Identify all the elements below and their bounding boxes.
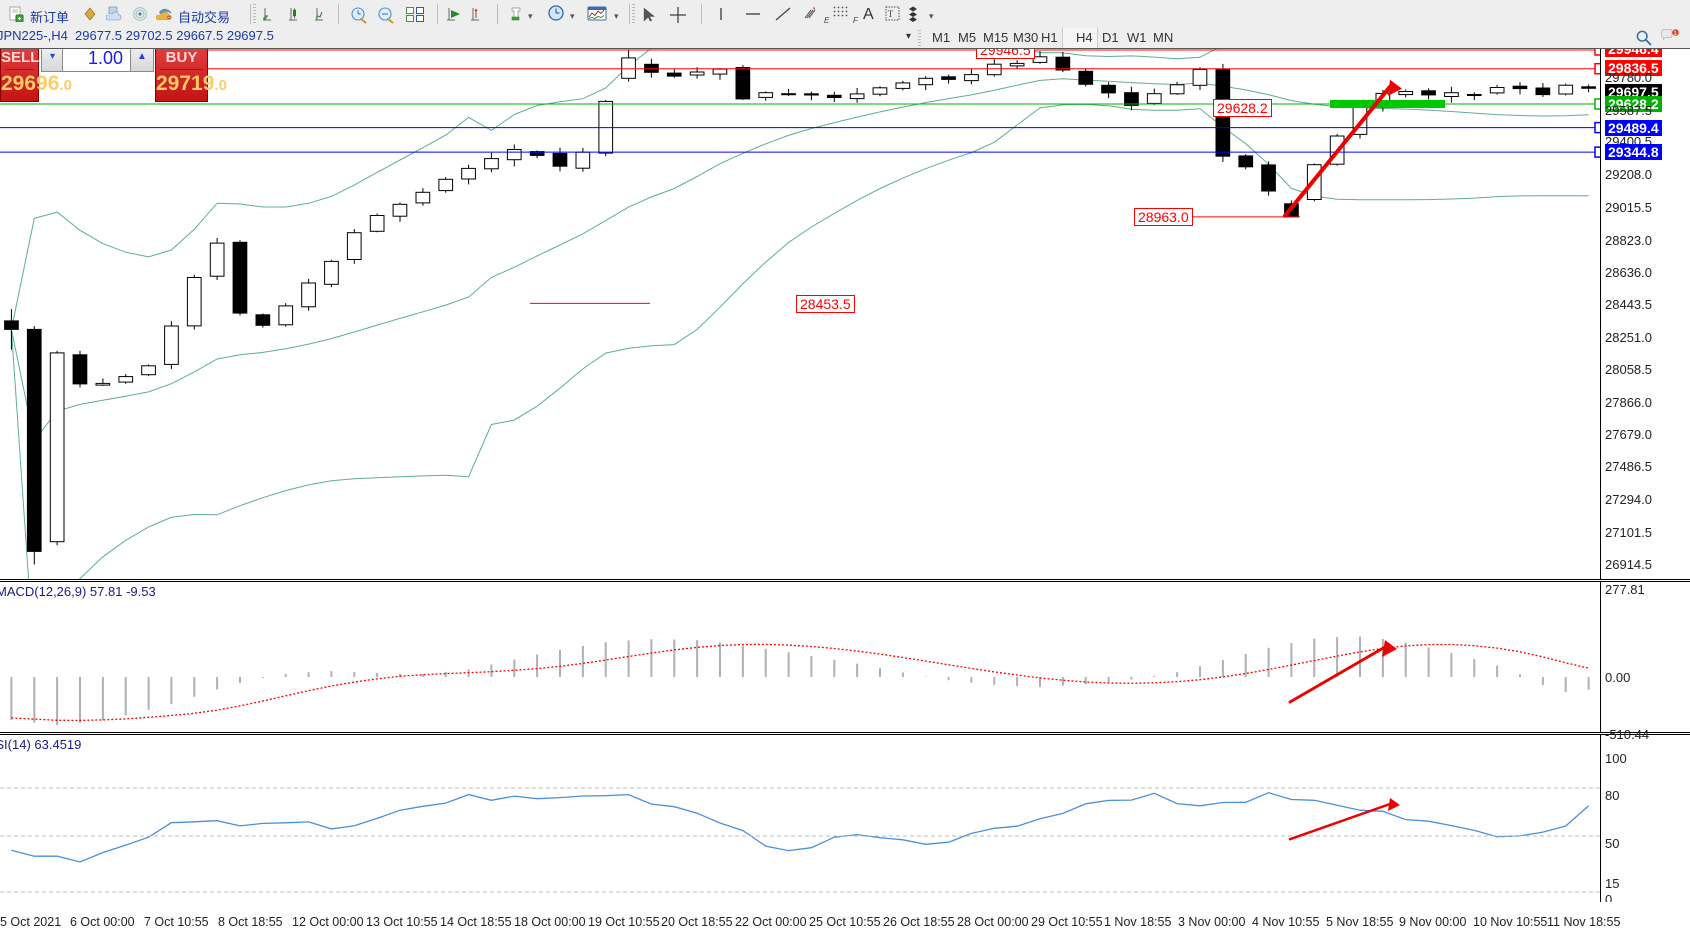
svg-text:1: 1 (1673, 30, 1677, 37)
svg-text:T: T (888, 9, 894, 19)
